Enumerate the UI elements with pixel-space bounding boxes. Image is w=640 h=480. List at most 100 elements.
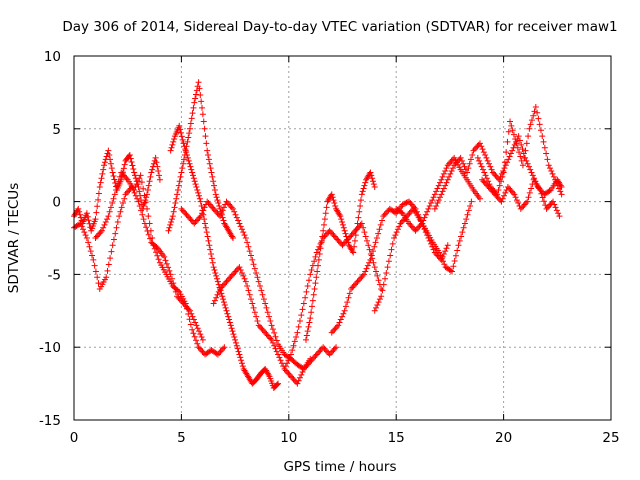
data-point (552, 176, 559, 183)
data-point (516, 149, 523, 156)
data-point (206, 160, 213, 167)
data-point (558, 184, 565, 191)
data-point (226, 275, 233, 282)
data-point (84, 213, 91, 220)
data-point (310, 291, 317, 298)
data-point (139, 211, 146, 218)
data-point (358, 191, 365, 198)
data-point (501, 192, 508, 199)
data-point (191, 178, 198, 185)
data-point (198, 98, 205, 105)
data-point (444, 162, 451, 169)
data-point (78, 223, 85, 230)
data-point (517, 153, 524, 160)
data-point (224, 277, 231, 284)
data-point (337, 316, 344, 323)
data-point (327, 229, 334, 236)
data-point (457, 154, 464, 161)
data-point (478, 163, 485, 170)
data-point (470, 147, 477, 154)
data-point (264, 332, 271, 339)
data-point (485, 160, 492, 167)
data-point (370, 178, 377, 185)
data-point (211, 207, 218, 214)
data-point (123, 175, 130, 182)
data-point (484, 182, 491, 189)
data-point (489, 169, 496, 176)
data-point (440, 185, 447, 192)
data-point (340, 240, 347, 247)
data-point (180, 208, 187, 215)
data-point (218, 284, 225, 291)
data-point (483, 175, 490, 182)
data-point (449, 165, 456, 172)
data-point (131, 169, 138, 176)
data-point (238, 269, 245, 276)
data-point (224, 200, 231, 207)
data-point (102, 218, 109, 225)
data-point (110, 195, 117, 202)
data-point (146, 178, 153, 185)
data-point (459, 229, 466, 236)
data-point (397, 220, 404, 227)
data-point (528, 117, 535, 124)
data-point (315, 262, 322, 269)
data-point (476, 195, 483, 202)
data-point (239, 363, 246, 370)
data-point (238, 357, 245, 364)
data-point (210, 178, 217, 185)
data-point (406, 198, 413, 205)
data-point (235, 217, 242, 224)
data-point (504, 138, 511, 145)
y-axis-label: SDTVAR / TECUs (6, 183, 22, 293)
data-point (342, 303, 349, 310)
data-point (186, 130, 193, 137)
data-point (446, 173, 453, 180)
data-point (465, 207, 472, 214)
data-point (366, 246, 373, 253)
data-point (278, 360, 285, 367)
data-point (408, 201, 415, 208)
data-point (141, 192, 148, 199)
data-point (356, 208, 363, 215)
data-point (259, 326, 266, 333)
data-point (123, 189, 130, 196)
data-point (197, 92, 204, 99)
data-point (447, 159, 454, 166)
data-point (192, 218, 199, 225)
data-point (276, 354, 283, 361)
data-point (315, 350, 322, 357)
data-point (360, 271, 367, 278)
data-point (217, 205, 224, 212)
data-point (213, 208, 220, 215)
data-point (82, 232, 89, 239)
data-point (127, 155, 134, 162)
data-point (233, 342, 240, 349)
data-point (313, 274, 320, 281)
data-point (444, 176, 451, 183)
data-point (181, 152, 188, 159)
data-point (189, 326, 196, 333)
x-tick-label: 5 (177, 430, 186, 446)
data-point (383, 269, 390, 276)
data-point (167, 147, 174, 154)
data-point (496, 182, 503, 189)
data-point (111, 191, 118, 198)
data-point (302, 336, 309, 343)
data-point (217, 213, 224, 220)
data-point (476, 157, 483, 164)
data-point (186, 307, 193, 314)
data-point (430, 194, 437, 201)
data-point (178, 169, 185, 176)
data-point (441, 261, 448, 268)
data-point (482, 152, 489, 159)
data-point (135, 198, 142, 205)
data-point (503, 149, 510, 156)
data-point (216, 350, 223, 357)
data-point (448, 157, 455, 164)
data-point (170, 208, 177, 215)
y-tick-label: 0 (52, 195, 61, 211)
data-point (146, 220, 153, 227)
data-point (471, 146, 478, 153)
